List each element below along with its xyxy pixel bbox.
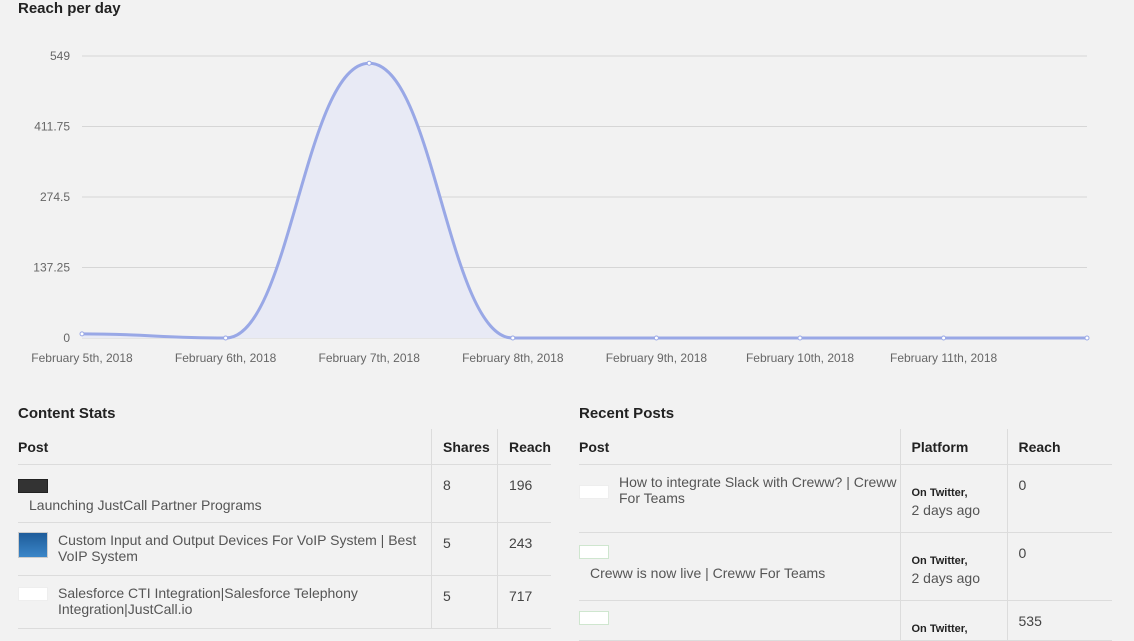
platform-label: On Twitter, [911, 487, 968, 499]
x-axis-ticks: February 5th, 2018 February 6th, 2018 Febr… [31, 351, 997, 365]
data-point[interactable] [510, 335, 516, 341]
reach-line [81, 61, 1087, 340]
chart-grid [82, 55, 1087, 339]
y-tick-label: 274.5 [40, 190, 70, 204]
recent-posts-table: Post Platform Reach How to integrate Sla… [579, 429, 1112, 641]
data-points [79, 60, 1090, 341]
x-tick-label: February 11th, 2018 [890, 351, 998, 365]
post-title[interactable]: How to integrate Slack with Creww? | Cre… [619, 474, 897, 506]
x-tick-label: February 6th, 2018 [175, 351, 277, 365]
data-point[interactable] [79, 331, 85, 337]
data-point[interactable] [941, 335, 947, 341]
col-platform: Platform [899, 429, 1007, 465]
table-row[interactable]: Custom Input and Output Devices For VoIP… [18, 522, 551, 576]
content-stats-table: Post Shares Reach Launching JustCall Par… [18, 429, 551, 629]
table-row[interactable]: How to integrate Slack with Creww? | Cre… [579, 464, 1112, 533]
post-thumbnail [579, 611, 609, 625]
col-reach: Reach [1006, 429, 1112, 465]
data-point[interactable] [797, 335, 803, 341]
platform-label: On Twitter, [911, 623, 968, 635]
table-row[interactable]: Salesforce CTI Integration|Salesforce Te… [18, 575, 551, 629]
recent-posts-title: Recent Posts [579, 405, 675, 422]
chart-title: Reach per day [18, 0, 121, 17]
data-point[interactable] [223, 335, 229, 341]
post-time: 2 days ago [911, 502, 981, 518]
col-reach: Reach [496, 429, 551, 465]
post-thumbnail [18, 479, 48, 493]
platform-label: On Twitter, [911, 555, 968, 567]
data-point[interactable] [653, 335, 659, 341]
data-point[interactable] [1084, 335, 1090, 341]
y-tick-label: 549 [50, 49, 70, 63]
shares-value: 8 [431, 464, 498, 523]
x-tick-label: February 8th, 2018 [462, 351, 564, 365]
col-post: Post [579, 429, 900, 465]
shares-value: 5 [431, 575, 498, 629]
reach-value: 0 [1006, 464, 1112, 533]
table-row[interactable]: On Twitter, 535 [579, 600, 1112, 641]
table-row[interactable]: Creww is now live | Creww For Teams On T… [579, 532, 1112, 601]
x-tick-label: February 7th, 2018 [318, 351, 420, 365]
x-tick-label: February 9th, 2018 [606, 351, 708, 365]
col-post: Post [18, 429, 432, 465]
table-row[interactable]: Launching JustCall Partner Programs 8 19… [18, 464, 551, 523]
y-axis-ticks: 0 137.25 274.5 411.75 549 [33, 49, 70, 345]
post-title[interactable]: Salesforce CTI Integration|Salesforce Te… [58, 585, 358, 617]
post-thumbnail [18, 587, 48, 601]
reach-area [82, 63, 1087, 339]
post-thumbnail [579, 545, 609, 559]
reach-value: 717 [496, 575, 551, 629]
y-tick-label: 137.25 [33, 261, 70, 275]
post-time: 2 days ago [911, 570, 981, 586]
reach-value: 196 [496, 464, 551, 523]
y-tick-label: 0 [63, 331, 70, 345]
content-stats-title: Content Stats [18, 405, 116, 422]
data-point[interactable] [366, 60, 372, 66]
post-title[interactable]: Launching JustCall Partner Programs [29, 497, 262, 513]
col-shares: Shares [431, 429, 498, 465]
x-tick-label: February 5th, 2018 [31, 351, 133, 365]
post-thumbnail [18, 532, 48, 558]
x-tick-label: February 10th, 2018 [746, 351, 854, 365]
reach-chart: 0 137.25 274.5 411.75 549 February 5th, 2018… [31, 49, 1090, 365]
post-title[interactable]: Custom Input and Output Devices For VoIP… [58, 532, 417, 564]
post-title[interactable]: Creww is now live | Creww For Teams [590, 565, 826, 581]
y-tick-label: 411.75 [34, 120, 70, 134]
reach-value: 0 [1006, 532, 1112, 601]
post-thumbnail [579, 485, 609, 499]
reach-value: 243 [496, 522, 551, 576]
shares-value: 5 [431, 522, 498, 576]
reach-value: 535 [1006, 600, 1112, 641]
